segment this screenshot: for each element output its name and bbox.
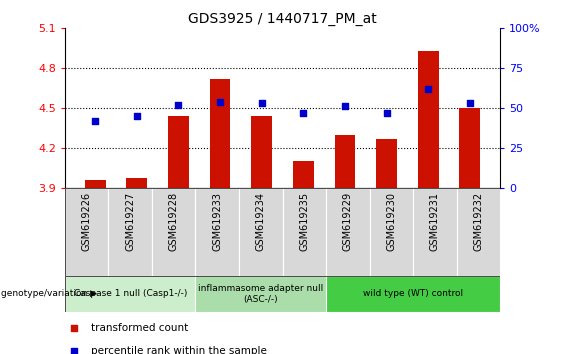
Point [90, 118, 99, 124]
Text: percentile rank within the sample: percentile rank within the sample [91, 346, 267, 354]
Bar [195, 276, 326, 312]
Bar [210, 79, 231, 188]
Point [382, 110, 391, 116]
Text: GSM619231: GSM619231 [430, 192, 440, 251]
Bar [251, 116, 272, 188]
Text: Caspase 1 null (Casp1-/-): Caspase 1 null (Casp1-/-) [73, 289, 187, 298]
Text: GSM619228: GSM619228 [169, 192, 179, 251]
Text: wild type (WT) control: wild type (WT) control [363, 289, 463, 298]
Bar [370, 188, 413, 276]
Bar [108, 188, 152, 276]
Point [257, 101, 266, 106]
Bar [168, 116, 189, 188]
Bar [282, 188, 326, 276]
Text: GSM619235: GSM619235 [299, 192, 309, 251]
Bar [457, 188, 500, 276]
Bar [152, 188, 195, 276]
Text: GSM619226: GSM619226 [82, 192, 92, 251]
Point [466, 101, 475, 106]
Bar [239, 188, 282, 276]
Text: GSM619233: GSM619233 [212, 192, 222, 251]
Bar [334, 135, 355, 188]
Bar [293, 161, 314, 188]
Bar [326, 188, 370, 276]
Point [299, 110, 308, 116]
Text: GSM619230: GSM619230 [386, 192, 396, 251]
Bar [376, 138, 397, 188]
Point [69, 325, 78, 331]
Bar [326, 276, 500, 312]
Bar [459, 108, 480, 188]
Text: inflammasome adapter null
(ASC-/-): inflammasome adapter null (ASC-/-) [198, 284, 323, 303]
Bar [65, 188, 108, 276]
Text: genotype/variation ▶: genotype/variation ▶ [1, 289, 97, 298]
Point [132, 113, 141, 119]
Point [69, 348, 78, 354]
Title: GDS3925 / 1440717_PM_at: GDS3925 / 1440717_PM_at [188, 12, 377, 26]
Bar [418, 51, 438, 188]
Bar [413, 188, 457, 276]
Text: GSM619229: GSM619229 [343, 192, 353, 251]
Text: GSM619234: GSM619234 [256, 192, 266, 251]
Point [174, 102, 183, 108]
Text: transformed count: transformed count [91, 323, 188, 333]
Text: GSM619227: GSM619227 [125, 192, 135, 251]
Point [215, 99, 224, 104]
Bar [195, 188, 239, 276]
Point [341, 104, 350, 109]
Bar [65, 276, 195, 312]
Bar [127, 178, 147, 188]
Text: GSM619232: GSM619232 [473, 192, 483, 251]
Bar [85, 180, 106, 188]
Point [424, 86, 433, 92]
